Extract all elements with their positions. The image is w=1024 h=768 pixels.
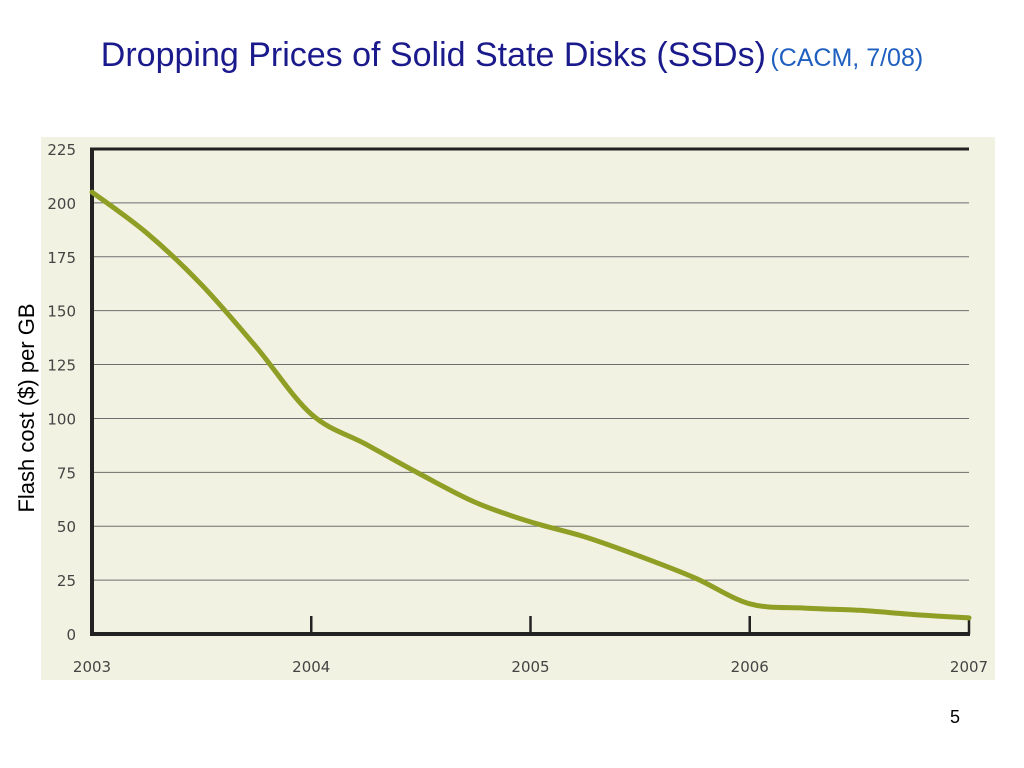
x-tick-label: 2007 [950,658,988,676]
y-tick-label: 75 [57,464,76,482]
plot-background [41,137,995,680]
y-tick-label: 125 [47,357,76,375]
y-tick-label: 225 [47,141,76,159]
title-main-text: Dropping Prices of Solid State Disks (SS… [100,36,766,74]
y-tick-label: 25 [57,572,76,590]
gridlines [92,202,969,581]
page-number: 5 [950,707,961,727]
x-tick-label: 2003 [73,658,111,676]
y-tick-label: 200 [47,195,76,213]
y-tick-label: 0 [66,626,76,644]
x-tick-label: 2006 [731,658,769,676]
y-axis-label: Flash cost ($) per GB [14,303,39,513]
series-line-0 [89,189,972,621]
y-tick-label: 150 [47,303,76,321]
series [89,189,972,621]
title-source-text: (CACM, 7/08) [770,44,924,72]
axes [90,147,971,636]
x-tick-label: 2005 [511,658,549,676]
slide-title: Dropping Prices of Solid State Disks (SS… [0,36,1024,75]
tick-labels: 0 25 50 75 100 125 150 175 200 225 2003 2004 2005 200… [47,141,988,676]
y-tick-label: 175 [47,249,76,267]
y-tick-label: 100 [47,410,76,428]
y-tick-label: 50 [57,518,76,536]
x-tick-label: 2004 [292,658,330,676]
